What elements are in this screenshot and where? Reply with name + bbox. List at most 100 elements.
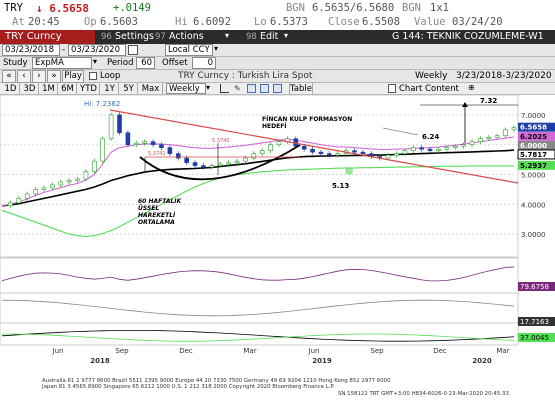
- range-tab-5y[interactable]: 5Y: [120, 83, 138, 96]
- x-tick-label: Mar: [243, 347, 256, 355]
- frequency-label: Weekly: [415, 71, 448, 81]
- ticker-panel: TRY ↓ 6.5658 +.0149 BGN 6.5635/6.5680 BG…: [0, 0, 555, 30]
- edit-menu[interactable]: Edit: [260, 31, 279, 42]
- price-candle: [494, 135, 500, 138]
- period-field[interactable]: 60: [136, 57, 155, 69]
- range-tab-6m[interactable]: 6M: [59, 83, 77, 96]
- price-candle: [83, 171, 89, 180]
- range-tab-max[interactable]: Max: [139, 83, 163, 96]
- high-label: Hi: [175, 16, 188, 28]
- ticker-symbol: TRY: [4, 2, 23, 14]
- adx-line: [1, 330, 515, 342]
- line-tool-icon[interactable]: [220, 84, 229, 93]
- footer-line-3: SN 158122 TRT GMT+3:00 H834-6026-0 23-Ma…: [338, 391, 509, 397]
- study-dropdown-icon[interactable]: ▾: [93, 57, 98, 66]
- chart-content-icon[interactable]: [388, 84, 396, 93]
- rsi-last-box: [518, 282, 555, 291]
- price-candle: [259, 150, 265, 154]
- security-button[interactable]: TRY Curncy: [0, 30, 95, 44]
- currency-dropdown-icon[interactable]: ▾: [214, 44, 219, 53]
- price-candle: [58, 181, 64, 186]
- hi-annotation: Hi: 7.2362: [84, 100, 120, 108]
- price-candle: [125, 132, 131, 145]
- cup-title-1: FİNCAN KULP FORMASYON: [262, 116, 352, 123]
- year-label: 2020: [472, 357, 492, 365]
- grid-icon-3[interactable]: [273, 84, 282, 93]
- price-candle: [16, 198, 22, 204]
- price-label: 5.7817: [520, 151, 547, 159]
- table-button[interactable]: Table: [289, 83, 313, 96]
- price-candle: [92, 160, 97, 172]
- ema-note-3: HAREKETLİ: [138, 212, 176, 219]
- price-candle: [184, 157, 189, 163]
- study-select[interactable]: ExpMA: [32, 57, 92, 69]
- actions-menu[interactable]: Actions: [169, 31, 204, 42]
- chart-area[interactable]: Hi: 7.2362 FİNCAN KULP FORMASYON HEDEFİ …: [0, 94, 555, 400]
- period-label: Period: [107, 58, 134, 68]
- price-change: +.0149: [113, 2, 151, 14]
- price-candle: [335, 153, 341, 156]
- offset-field[interactable]: 0: [192, 57, 216, 69]
- footer-line-1: Australia 61 2 9777 8600 Brazil 5511 239…: [42, 378, 391, 384]
- ema-note-4: ORTALAMA: [138, 219, 175, 226]
- range-tab-1y[interactable]: 1Y: [101, 83, 119, 96]
- grid-icon-2[interactable]: [260, 84, 269, 93]
- frequency-select[interactable]: Weekly: [166, 83, 206, 94]
- price-candle: [117, 114, 122, 134]
- start-date-field[interactable]: 03/23/2018: [2, 44, 60, 56]
- fast-forward-icon[interactable]: »: [47, 70, 61, 83]
- price-candle: [75, 178, 80, 181]
- play-button[interactable]: Play: [62, 70, 84, 83]
- price-candle: [8, 202, 13, 207]
- year-label: 2018: [90, 357, 110, 365]
- step-back-icon[interactable]: ‹: [17, 70, 31, 83]
- neck-label-2: 5.3740: [212, 138, 230, 144]
- loop-checkbox[interactable]: [89, 72, 97, 80]
- price-candle: [217, 163, 223, 166]
- end-date-field[interactable]: 03/23/2020: [68, 44, 126, 56]
- chart-content-button[interactable]: Chart Content: [399, 84, 459, 94]
- price-candle: [159, 144, 164, 148]
- price-candle: [461, 144, 466, 147]
- calendar-icon[interactable]: [128, 45, 138, 55]
- price-candle: [276, 141, 282, 145]
- low-value: 6.5373: [270, 16, 308, 28]
- grid-icon-1[interactable]: [247, 84, 256, 93]
- osc-panel: [0, 292, 519, 324]
- range-tab-3d[interactable]: 3D: [21, 83, 39, 96]
- range-tab-1m[interactable]: 1M: [40, 83, 58, 96]
- settings-menu[interactable]: Settings: [115, 31, 154, 42]
- footer-line-2: Japan 81 3 4565 8900 Singapore 65 6212 1…: [41, 384, 335, 390]
- price-candle: [452, 145, 458, 148]
- price-candle: [100, 138, 106, 162]
- rsi-panel: [0, 257, 519, 294]
- range-tab-1d[interactable]: 1D: [2, 83, 20, 96]
- bgn-label: BGN: [286, 2, 305, 14]
- price-candle: [234, 160, 240, 163]
- command-bar: TRY Curncy 96 Settings 97 Actions ▾ 98 E…: [0, 30, 555, 44]
- main-panel: [0, 94, 519, 258]
- price-candle: [511, 127, 517, 131]
- bid-ask: 6.5635/6.5680: [312, 2, 395, 14]
- y-tick-label: 4.0000: [521, 201, 546, 209]
- chart-svg: Hi: 7.2362 FİNCAN KULP FORMASYON HEDEFİ …: [0, 94, 555, 397]
- price-candle: [167, 147, 173, 154]
- actions-dropdown-icon[interactable]: ▾: [225, 31, 230, 40]
- price-candle: [478, 138, 483, 143]
- x-tick-label: Sep: [115, 347, 129, 355]
- x-axis: Jun Sep Dec Mar Jun Sep Dec Mar 2018 2019 2020: [52, 347, 510, 365]
- y-tick-label: 3.0000: [521, 231, 546, 239]
- target-624-label: 6.24: [422, 133, 439, 141]
- x-tick-label: Sep: [370, 347, 384, 355]
- value-label: Value: [414, 16, 446, 28]
- edit-dropdown-icon[interactable]: ▾: [284, 31, 289, 40]
- step-forward-icon[interactable]: ›: [32, 70, 46, 83]
- loop-label: Loop: [100, 71, 121, 81]
- price-candle: [209, 165, 215, 168]
- range-tab-ytd[interactable]: YTD: [78, 83, 100, 96]
- currency-select[interactable]: Local CCY: [165, 44, 213, 56]
- zoom-icon[interactable]: ⊕: [468, 83, 475, 92]
- draw-tool-icon[interactable]: ✎: [234, 84, 241, 93]
- frequency-dropdown-icon[interactable]: ▾: [206, 83, 211, 92]
- rewind-icon[interactable]: «: [2, 70, 16, 83]
